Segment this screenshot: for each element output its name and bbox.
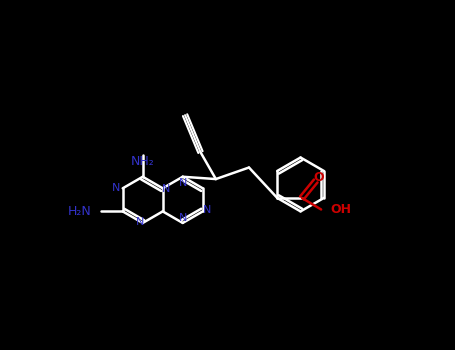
- Text: OH: OH: [330, 203, 351, 216]
- Text: H₂N: H₂N: [68, 205, 92, 218]
- Text: N: N: [136, 217, 144, 227]
- Text: N: N: [178, 178, 187, 188]
- Text: N: N: [178, 214, 187, 223]
- Text: N: N: [162, 184, 170, 194]
- Text: N: N: [112, 183, 121, 193]
- Text: O: O: [313, 172, 324, 184]
- Text: NH₂: NH₂: [131, 155, 155, 168]
- Text: N: N: [203, 205, 212, 215]
